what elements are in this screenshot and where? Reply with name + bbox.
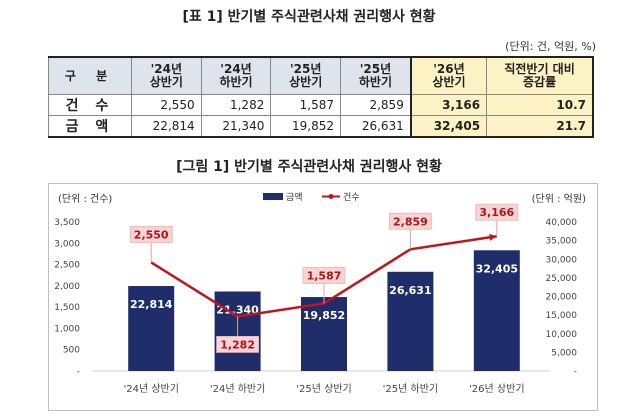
line-label-box xyxy=(388,212,432,230)
legend-line-label: 건수 xyxy=(343,192,360,203)
right-axis-tick-label: 25,000 xyxy=(546,274,578,284)
bar-data-label: 26,631 xyxy=(389,284,431,297)
table-cell: 1,282 xyxy=(200,94,272,116)
legend-bar-label: 금액 xyxy=(286,191,303,203)
bar-data-label: 21,340 xyxy=(216,304,259,317)
row-label: 금 액 xyxy=(48,115,132,138)
table-unit-note: (단위: 건, 억원, %) xyxy=(505,40,596,53)
legend-line-marker xyxy=(328,194,334,199)
bar xyxy=(387,271,434,371)
left-axis-tick-label: 3,000 xyxy=(54,239,80,249)
column-header-line: 상반기 xyxy=(289,75,323,89)
column-header-line: '25년 xyxy=(359,62,392,76)
column-header-line: 하반기 xyxy=(358,75,392,89)
right-axis-tick-label: 30,000 xyxy=(546,255,578,265)
column-header: '25년 상반기 xyxy=(270,56,342,95)
line-data-label: 2,550 xyxy=(134,228,169,241)
category-tick-label: '26년 상반기 xyxy=(469,383,524,395)
right-axis-tick-label: 15,000 xyxy=(546,311,578,321)
column-header: '24년 하반기 xyxy=(200,56,272,95)
column-header-change: 직전반기 대비 증감률 xyxy=(486,56,595,95)
line-data-label: 1,587 xyxy=(307,269,342,282)
chart-title: [그림 1] 반기별 주식관련사채 권리행사 현황 xyxy=(176,159,442,175)
column-header-line: '24년 xyxy=(220,62,252,76)
table-cell: 21,340 xyxy=(200,115,272,138)
table-row-amount: 금 액 22,814 21,340 19,852 26,631 32,405 2… xyxy=(48,115,595,138)
stats-table: 구 분 '24년 상반기 '24년 하반기 '25년 상반기 '25년 하반기 '26년… xyxy=(48,56,595,138)
table-header-row: 구 분 '24년 상반기 '24년 하반기 '25년 상반기 '25년 하반기 '26년… xyxy=(48,56,595,95)
column-header-line: '25년 xyxy=(289,62,322,76)
bar-data-label: 22,814 xyxy=(130,298,173,311)
table-title: [표 1] 반기별 주식관련사채 권리행사 현황 xyxy=(182,9,436,25)
table-cell: 19,852 xyxy=(270,115,342,138)
line-label-box xyxy=(475,203,519,221)
right-axis-tick-label: 5,000 xyxy=(551,348,577,358)
column-header-line: 직전반기 대비 xyxy=(504,62,575,76)
column-header-line: 상반기 xyxy=(432,75,466,89)
left-axis-tick-label: 500 xyxy=(63,346,80,356)
left-axis-unit-label: (단위 : 건수) xyxy=(58,192,112,205)
left-axis-tick-label: 1,500 xyxy=(54,303,80,313)
column-header-line: 증감률 xyxy=(522,75,557,89)
category-tick-label: '25년 상반기 xyxy=(296,383,351,395)
left-axis-tick-label: 2,000 xyxy=(54,282,80,292)
table-row-count: 건 수 2,550 1,282 1,587 2,859 3,166 10.7 xyxy=(48,94,595,116)
line-data-label: 3,166 xyxy=(479,206,514,219)
right-axis-tick-label: 35,000 xyxy=(546,237,578,247)
column-header: '25년 하반기 xyxy=(340,56,412,95)
table-cell: 22,814 xyxy=(131,115,202,138)
table-cell-highlight: 21.7 xyxy=(486,115,595,138)
column-header-line: '26년 xyxy=(433,62,465,76)
table-cell: 2,550 xyxy=(131,94,202,116)
column-header-line: '24년 xyxy=(150,62,183,76)
bar-data-label: 32,405 xyxy=(476,262,518,275)
line-data-label: 2,859 xyxy=(393,215,428,228)
legend-bar-swatch xyxy=(263,193,283,200)
table-cell-highlight: 3,166 xyxy=(409,94,488,116)
line-data-label: 1,282 xyxy=(220,338,255,351)
right-axis-tick-label: - xyxy=(574,367,577,377)
category-tick-label: '24년 상반기 xyxy=(123,383,178,395)
line-label-box xyxy=(129,226,173,243)
left-axis-tick-label: 2,500 xyxy=(54,261,80,271)
bar-data-label: 19,852 xyxy=(303,309,345,322)
row-label: 건 수 xyxy=(48,94,132,116)
left-axis-tick-label: - xyxy=(77,367,80,377)
right-axis-tick-label: 10,000 xyxy=(546,330,578,340)
column-header-current: '26년 상반기 xyxy=(409,56,488,95)
right-axis-tick-label: 40,000 xyxy=(546,218,578,228)
table-cell: 2,859 xyxy=(340,94,412,116)
chart-frame xyxy=(48,183,598,411)
header-label-text: 구 분 xyxy=(64,68,116,83)
category-tick-label: '25년 하반기 xyxy=(383,382,438,395)
bar xyxy=(128,286,175,371)
line-label-box xyxy=(216,336,260,353)
header-label: 구 분 xyxy=(48,56,132,95)
column-header-line: 하반기 xyxy=(219,75,253,89)
column-header: '24년 상반기 xyxy=(131,56,202,95)
left-axis-tick-label: 3,500 xyxy=(54,218,80,228)
left-axis-tick-label: 1,000 xyxy=(54,324,80,334)
right-axis-tick-label: 20,000 xyxy=(546,293,578,303)
bar xyxy=(301,297,347,371)
column-header-line: 상반기 xyxy=(149,75,183,89)
bar xyxy=(473,250,520,371)
table-cell-highlight: 10.7 xyxy=(486,94,595,116)
table-cell: 1,587 xyxy=(270,94,342,116)
line-arrowhead xyxy=(489,233,497,241)
line-label-box xyxy=(302,267,346,284)
right-axis-unit-label: (단위 : 억원) xyxy=(532,192,586,205)
category-tick-label: '24년 하반기 xyxy=(210,382,265,395)
